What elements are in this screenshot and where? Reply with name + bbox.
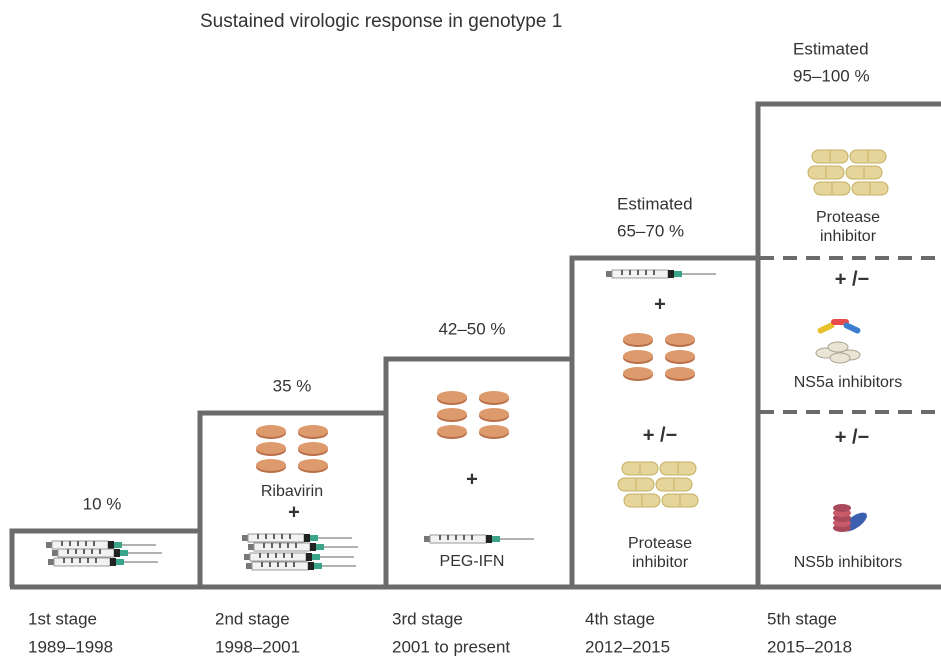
stage-period: 1989–1998 [28,637,113,656]
pill [437,391,467,403]
pill [827,341,849,353]
syringe [110,558,116,566]
syringe [308,562,314,570]
pill [479,408,509,420]
stage-name: 5th stage [767,609,837,628]
pill [665,367,695,379]
stage-period: 2012–2015 [585,637,670,656]
syringe [251,561,309,571]
response: 10 % [83,494,122,513]
syringe [312,554,320,560]
plus: + [654,293,666,315]
stage-name: 1st stage [28,609,97,628]
stage-name: 3rd stage [392,609,463,628]
syringe [310,543,316,551]
pill [665,333,695,345]
plus-minus: + /− [835,268,869,290]
pill [298,442,328,454]
pill [829,352,851,364]
response: 42–50 % [438,319,505,338]
syringe [247,533,305,543]
pill [623,367,653,379]
pill [437,425,467,437]
pill [256,425,286,437]
pill [298,459,328,471]
syringe [57,548,115,558]
syringe [304,534,310,542]
stage-name: 2nd stage [215,609,290,628]
syringe [674,271,682,277]
response: Estimated [793,39,869,58]
pill [623,350,653,362]
icons [46,149,889,571]
syringe [51,540,109,550]
syringe [668,270,674,278]
syringe [53,557,111,567]
pill [256,459,286,471]
stage-box [755,101,941,587]
drug-label: NS5a inhibitors [794,374,903,391]
stage-period: 1998–2001 [215,637,300,656]
syringe [316,544,324,550]
plus: + [466,468,478,490]
drug-label: Ribavirin [261,483,323,500]
stage-period: 2015–2018 [767,637,852,656]
drug-label: Protease [628,535,692,552]
response: Estimated [617,194,693,213]
drug-label: inhibitor [820,228,877,245]
syringe [249,552,307,562]
pill [298,425,328,437]
syringe [314,563,322,569]
plus: + [288,501,300,523]
plus-minus: + /− [643,424,677,446]
pill [437,408,467,420]
pill [833,504,851,512]
response: 35 % [273,376,312,395]
capsule [817,322,835,334]
drug-label: Protease [816,209,880,226]
syringe [120,550,128,556]
syringe [306,553,312,561]
syringe [492,536,500,542]
capsule [843,322,861,334]
title: Sustained virologic response in genotype… [200,11,562,32]
response: 65–70 % [617,221,684,240]
drug-label: NS5b inhibitors [794,554,903,571]
syringe [611,269,669,279]
plus-minus: + /− [835,426,869,448]
drug-label: inhibitor [632,554,689,571]
pill [665,350,695,362]
steps [9,101,941,590]
syringe [486,535,492,543]
syringe [116,559,124,565]
syringe [114,542,122,548]
stage-period: 2001 to present [392,637,510,656]
response: 95–100 % [793,66,870,85]
pill [479,391,509,403]
syringe [310,535,318,541]
syringe [114,549,120,557]
pill [256,442,286,454]
pill [479,425,509,437]
pill [623,333,653,345]
syringe [253,542,311,552]
drug-label: PEG-IFN [440,553,505,570]
syringe [429,534,487,544]
stage-name: 4th stage [585,609,655,628]
syringe [108,541,114,549]
